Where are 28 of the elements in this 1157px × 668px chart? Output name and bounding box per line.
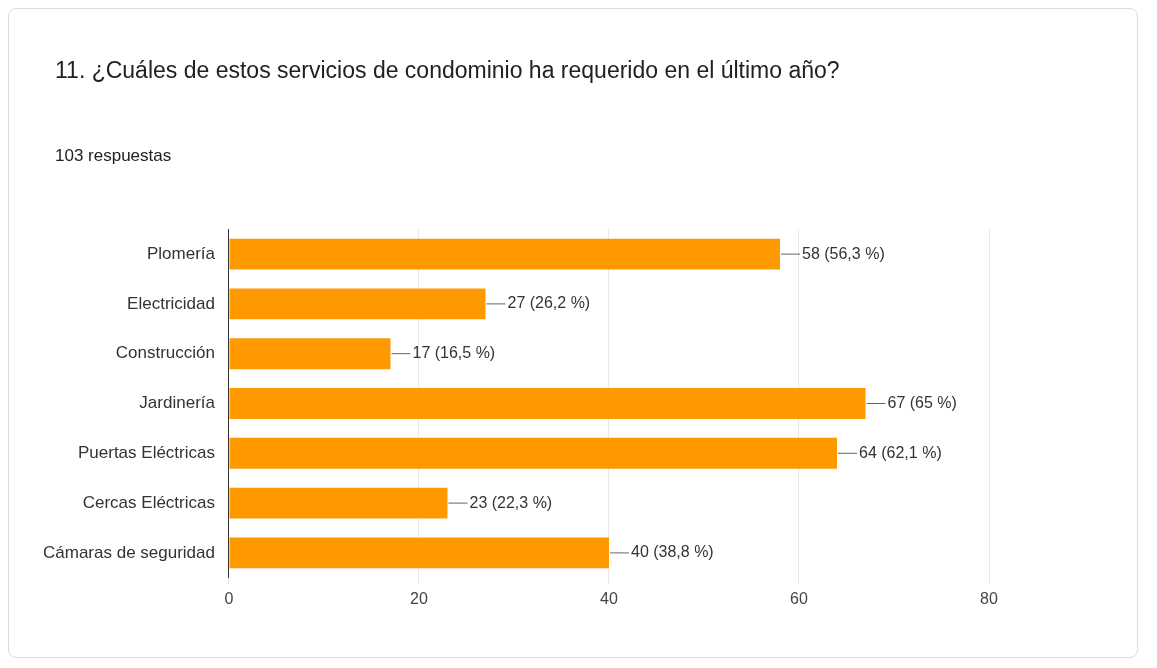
bar [229, 437, 837, 469]
bar [229, 388, 866, 419]
data-label: 67 (65 %) [887, 393, 957, 411]
bar [229, 338, 391, 370]
data-label: 27 (26,2 %) [507, 294, 591, 312]
x-tick-label: 40 [600, 589, 618, 607]
chart-title: 11. ¿Cuáles de estos servicios de condominio ha requerido en el último año? [55, 56, 841, 85]
y-tick-label: Construcción [115, 343, 215, 363]
data-label: 40 (38,8 %) [630, 543, 714, 561]
bar [229, 288, 486, 320]
x-tick-label: 60 [790, 589, 808, 607]
y-tick-label: Cercas Eléctricas [82, 492, 215, 512]
bar [229, 537, 609, 569]
y-tick-label: Plomería [146, 243, 216, 263]
y-tick-label: Electricidad [127, 293, 215, 313]
y-tick-label: Puertas Eléctricas [77, 442, 215, 462]
bar [229, 487, 448, 519]
y-tick-label: Cámaras de seguridad [43, 542, 215, 562]
x-tick-label: 20 [410, 589, 428, 607]
y-tick-label: Jardinería [139, 393, 216, 413]
x-tick-label: 0 [224, 589, 234, 607]
data-label: 23 (22,3 %) [469, 493, 553, 511]
data-label: 64 (62,1 %) [859, 443, 942, 461]
bar [229, 238, 780, 270]
x-tick-label: 80 [980, 589, 998, 607]
data-label: 58 (56,3 %) [802, 244, 885, 262]
data-label: 17 (16,5 %) [412, 344, 496, 362]
chart-subtitle: 103 respuestas [55, 146, 172, 166]
